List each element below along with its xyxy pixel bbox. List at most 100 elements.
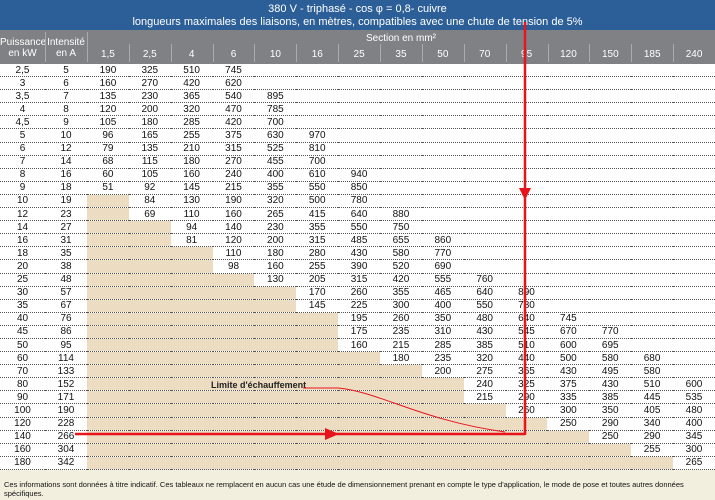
length-cell: 165 (128, 128, 171, 143)
length-cell: 365 (505, 364, 548, 379)
column-divider (589, 44, 591, 62)
heating-limit-cell (87, 338, 129, 353)
power-cell: 2,5 (0, 64, 45, 78)
length-cell: 600 (673, 377, 715, 392)
length-cell: 320 (463, 351, 506, 366)
empty-cell (338, 64, 381, 78)
empty-cell (254, 64, 297, 78)
empty-cell (421, 76, 464, 91)
heating-limit-cell (87, 430, 129, 444)
current-cell: 23 (45, 207, 87, 222)
heating-limit-cell (254, 390, 297, 405)
table-row: 45 86 175 235 310 430 545 670 770 (0, 325, 715, 339)
length-cell: 510 (631, 377, 674, 392)
empty-cell (421, 220, 464, 235)
empty-cell (673, 64, 715, 78)
length-cell: 445 (631, 390, 674, 405)
length-cell: 51 (87, 181, 129, 195)
length-cell: 895 (254, 89, 297, 104)
heating-limit-cell (212, 273, 255, 287)
length-cell: 230 (128, 89, 171, 104)
heating-limit-cell (128, 390, 171, 405)
empty-cell (673, 115, 715, 130)
empty-cell (463, 207, 506, 222)
table-row: 18 35 110 180 280 430 580 770 (0, 246, 715, 261)
column-divider (296, 44, 298, 62)
heating-limit-cell (296, 417, 339, 431)
length-cell: 850 (338, 181, 381, 195)
section-header: 6 (230, 49, 237, 60)
heating-limit-cell (463, 417, 506, 431)
cable-length-table: 2,5 5 190 325 510 745 3 6 160 270 420 620 3,5 7 135 230… (0, 64, 715, 470)
table-row: 90 171 215 290 335 385 445 535 (0, 390, 715, 405)
empty-cell (589, 207, 632, 222)
heating-limit-cell (170, 299, 213, 313)
heating-limit-cell (87, 456, 129, 470)
empty-cell (505, 115, 548, 130)
heating-limit-cell (421, 390, 464, 405)
empty-cell (463, 155, 506, 169)
empty-cell (505, 142, 548, 156)
empty-cell (631, 233, 674, 248)
length-cell: 145 (296, 299, 339, 313)
empty-cell (589, 89, 632, 104)
empty-cell (673, 273, 715, 287)
heating-limit-cell (170, 259, 213, 274)
heating-limit-cell (128, 325, 171, 339)
length-cell: 510 (170, 64, 213, 78)
length-cell: 255 (631, 443, 674, 457)
empty-cell (589, 286, 632, 300)
heating-limit-cell (338, 403, 381, 418)
length-cell: 105 (87, 115, 129, 130)
length-cell: 580 (631, 364, 674, 379)
heating-limit-cell (87, 286, 129, 300)
empty-cell (589, 155, 632, 169)
empty-cell (463, 194, 506, 209)
table-row: 6 12 79 135 210 315 525 810 (0, 142, 715, 156)
heating-limit-cell (380, 377, 422, 392)
heating-limit-cell (87, 233, 129, 248)
table-row: 9 18 51 92 145 215 355 550 850 (0, 181, 715, 195)
length-cell: 495 (589, 364, 632, 379)
empty-cell (505, 155, 548, 169)
column-divider (128, 44, 130, 62)
length-cell: 770 (589, 325, 632, 339)
empty-cell (673, 259, 715, 274)
empty-cell (547, 233, 590, 248)
length-cell: 420 (212, 115, 255, 130)
table-row: 5 10 96 165 255 375 630 970 (0, 128, 715, 143)
table-row: 30 57 170 260 355 465 640 890 (0, 286, 715, 300)
heating-limit-cell (212, 338, 255, 353)
heating-limit-cell (170, 351, 213, 366)
empty-cell (547, 207, 590, 222)
length-cell: 325 (128, 64, 171, 78)
empty-cell (631, 220, 674, 235)
current-cell: 114 (45, 351, 87, 366)
empty-cell (296, 76, 339, 91)
current-cell: 35 (45, 246, 87, 261)
heating-limit-cell (296, 443, 339, 457)
length-cell: 81 (170, 233, 213, 248)
empty-cell (547, 64, 590, 78)
empty-cell (547, 155, 590, 169)
current-cell: 31 (45, 233, 87, 248)
empty-cell (631, 338, 674, 353)
empty-cell (380, 128, 422, 143)
empty-cell (505, 181, 548, 195)
empty-cell (589, 312, 632, 326)
empty-cell (547, 286, 590, 300)
empty-cell (463, 246, 506, 261)
heating-limit-cell (128, 377, 171, 392)
length-cell: 300 (380, 299, 422, 313)
empty-cell (421, 207, 464, 222)
empty-cell (631, 89, 674, 104)
length-cell: 680 (631, 351, 674, 366)
section-header: 25 (353, 49, 365, 60)
empty-cell (631, 299, 674, 313)
empty-cell (589, 299, 632, 313)
heating-limit-cell (254, 351, 297, 366)
heating-limit-cell (338, 443, 381, 457)
section-header: 150 (601, 49, 619, 60)
heating-limit-cell (505, 417, 548, 431)
empty-cell (673, 220, 715, 235)
